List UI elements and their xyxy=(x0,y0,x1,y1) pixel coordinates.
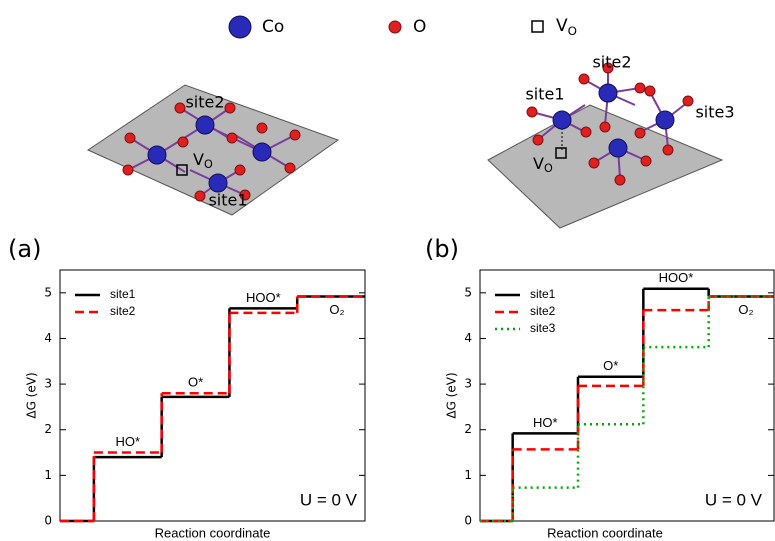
legend-swatch xyxy=(389,21,401,33)
legend-label: site2 xyxy=(530,304,556,318)
annotation: U = 0 V xyxy=(300,490,358,509)
legend-label: O xyxy=(413,17,426,37)
x-axis-label: Reaction coordinate xyxy=(155,525,271,540)
y-tick-label: 0 xyxy=(44,514,52,528)
figure: CoOVOsite2site1VOsite1site2site3VO(a)012… xyxy=(0,0,775,541)
site-label: site2 xyxy=(592,53,631,72)
state-label: HOO* xyxy=(246,290,281,305)
label-main: V xyxy=(193,150,204,169)
state-label: O₂ xyxy=(738,302,753,317)
legend-label: site3 xyxy=(530,321,556,335)
legend-swatch xyxy=(532,21,543,32)
legend-label: site1 xyxy=(530,287,556,301)
y-tick-label: 2 xyxy=(464,422,472,436)
y-tick-label: 5 xyxy=(44,285,52,299)
y-tick-label: 4 xyxy=(44,331,52,345)
y-tick-label: 1 xyxy=(464,468,472,482)
legend-swatch xyxy=(229,16,251,38)
state-label: O₂ xyxy=(329,302,344,317)
structure-right xyxy=(488,63,722,228)
y-tick-label: 3 xyxy=(44,377,52,391)
y-tick-label: 5 xyxy=(464,285,472,299)
y-tick-label: 2 xyxy=(44,422,52,436)
annotation: U = 0 V xyxy=(705,490,763,509)
label-sub: O xyxy=(568,24,577,38)
plot-frame xyxy=(60,270,365,521)
plot-frame xyxy=(480,270,774,521)
label-sub: O xyxy=(544,162,553,175)
site-label: site3 xyxy=(695,103,734,122)
legend-label: Co xyxy=(262,17,284,37)
legend-label: site2 xyxy=(110,304,136,318)
state-label: O* xyxy=(188,375,203,390)
y-tick-label: 4 xyxy=(464,331,472,345)
state-label: O* xyxy=(603,358,618,373)
panel-label: (a) xyxy=(8,235,41,263)
site-label: site2 xyxy=(185,93,224,112)
y-tick-label: 0 xyxy=(464,514,472,528)
y-axis-label: ΔG (eV) xyxy=(445,372,459,418)
x-axis-label: Reaction coordinate xyxy=(547,525,663,540)
panel-label: (b) xyxy=(425,235,459,263)
legend-label: site1 xyxy=(110,287,136,301)
site-label: site1 xyxy=(525,85,564,104)
label-main: V xyxy=(533,154,544,173)
label-main: V xyxy=(556,16,568,36)
y-tick-label: 1 xyxy=(44,468,52,482)
label: VO xyxy=(556,16,577,38)
state-label: HO* xyxy=(533,415,558,430)
y-tick-label: 3 xyxy=(464,377,472,391)
site-label: site1 xyxy=(208,191,247,210)
label-sub: O xyxy=(204,158,213,171)
state-label: HO* xyxy=(115,434,140,449)
state-label: HOO* xyxy=(659,270,694,285)
y-axis-label: ΔG (eV) xyxy=(25,372,39,418)
